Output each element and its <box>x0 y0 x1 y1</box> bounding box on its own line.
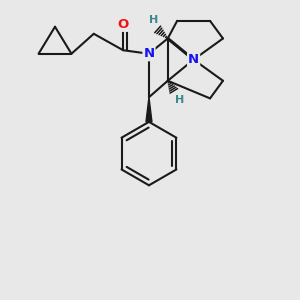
Text: H: H <box>175 95 184 106</box>
Text: N: N <box>188 53 199 66</box>
Text: O: O <box>118 18 129 31</box>
Polygon shape <box>146 97 152 122</box>
Text: H: H <box>149 15 159 25</box>
Text: N: N <box>143 47 155 60</box>
